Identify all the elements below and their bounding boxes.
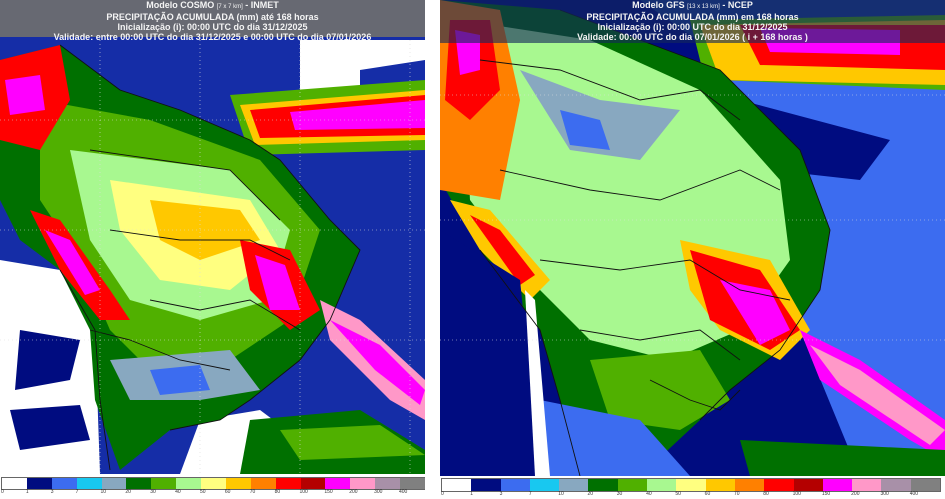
gfs-title-line: Modelo GFS [13 x 13 km] - NCEP [632, 0, 753, 10]
cosmo-colorbar [1, 477, 425, 490]
cosmo-map-panel: Modelo COSMO [7 x 7 km] - INMET PRECIPIT… [0, 0, 425, 499]
gfs-precip-map [440, 0, 945, 476]
gfs-validity: Validade: 00:00 UTC do dia 07/01/2026 ( … [577, 32, 808, 42]
cosmo-validity: Validade: entre 00:00 UTC do dia 31/12/2… [53, 32, 372, 42]
gfs-map-header: Modelo GFS [13 x 13 km] - NCEP PRECIPITA… [440, 0, 945, 43]
gfs-map-panel: Modelo GFS [13 x 13 km] - NCEP PRECIPITA… [440, 0, 945, 499]
gfs-colorbar [441, 478, 941, 492]
cosmo-map-header: Modelo COSMO [7 x 7 km] - INMET PRECIPIT… [0, 0, 425, 42]
cosmo-subtitle: PRECIPITAÇÃO ACUMULADA (mm) até 168 hora… [106, 12, 319, 22]
cosmo-precip-map [0, 0, 425, 474]
gfs-colorbar-ticks: 0 1 3 7 10 20 30 40 50 60 70 80 100 150 200 300 400 [441, 491, 919, 497]
gfs-init-time: Inicialização (i): 00:00 UTC do dia 31/1… [597, 22, 788, 32]
cosmo-title-line: Modelo COSMO [7 x 7 km] - INMET [146, 0, 279, 10]
gfs-subtitle: PRECIPITAÇÃO ACUMULADA (mm) em 168 horas [586, 12, 799, 22]
cosmo-init-time: Inicialização (i): 00:00 UTC do dia 31/1… [117, 22, 308, 32]
cosmo-colorbar-ticks: 0 1 3 7 10 20 30 40 50 60 70 80 100 150 200 300 400 [1, 489, 408, 495]
